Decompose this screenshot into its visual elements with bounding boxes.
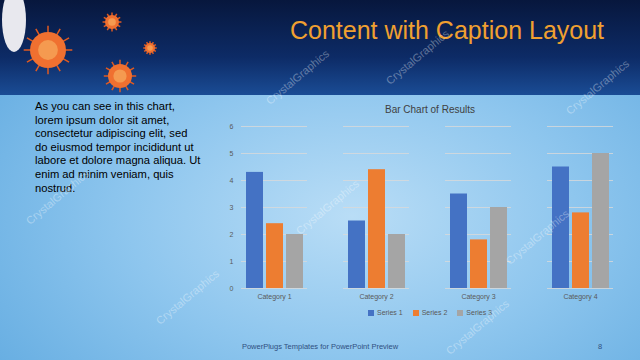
svg-text:3: 3	[230, 204, 234, 211]
svg-text:Category 4: Category 4	[563, 293, 597, 301]
svg-text:Category 1: Category 1	[257, 293, 291, 301]
svg-text:Category 2: Category 2	[359, 293, 393, 301]
svg-text:1: 1	[230, 258, 234, 265]
svg-text:CrystalGraphics: CrystalGraphics	[154, 267, 222, 327]
svg-text:CrystalGraphics: CrystalGraphics	[564, 57, 632, 117]
svg-text:6: 6	[230, 123, 234, 130]
svg-text:CrystalGraphics: CrystalGraphics	[264, 47, 332, 107]
svg-text:CrystalGraphics: CrystalGraphics	[24, 167, 92, 227]
svg-text:4: 4	[230, 177, 234, 184]
svg-text:CrystalGraphics: CrystalGraphics	[294, 177, 362, 237]
svg-text:5: 5	[230, 150, 234, 157]
svg-text:Category 3: Category 3	[461, 293, 495, 301]
svg-text:CrystalGraphics: CrystalGraphics	[504, 207, 572, 267]
svg-text:CrystalGraphics: CrystalGraphics	[444, 297, 512, 357]
svg-text:0: 0	[230, 285, 234, 292]
svg-text:2: 2	[230, 231, 234, 238]
svg-text:CrystalGraphics: CrystalGraphics	[384, 27, 452, 87]
